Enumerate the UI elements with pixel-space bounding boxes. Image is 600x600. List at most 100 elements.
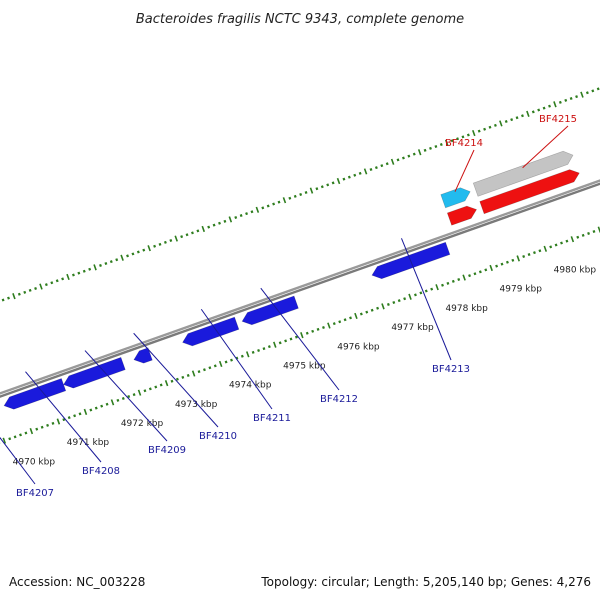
inner-tick bbox=[451, 279, 455, 283]
outer-tick bbox=[201, 225, 206, 233]
outer-tick bbox=[126, 254, 129, 258]
inner-tick bbox=[267, 345, 271, 349]
gene-label-bf4210[interactable]: BF4210 bbox=[199, 431, 237, 442]
inner-tick bbox=[587, 231, 591, 235]
outer-tick bbox=[55, 279, 59, 283]
gene-leader-line bbox=[25, 371, 102, 463]
inner-tick bbox=[218, 360, 223, 368]
outer-tick bbox=[439, 143, 443, 147]
outer-tick bbox=[417, 149, 422, 156]
outer-tick bbox=[585, 91, 589, 95]
outer-tick bbox=[99, 263, 102, 267]
outer-tick bbox=[385, 162, 389, 166]
outer-tick bbox=[315, 187, 319, 191]
outer-tick bbox=[412, 152, 416, 156]
outer-tick bbox=[331, 181, 335, 185]
genome-backbone bbox=[0, 179, 600, 398]
scale-label: 4971 kbp bbox=[67, 438, 110, 448]
inner-tick-track bbox=[0, 226, 600, 444]
inner-tick bbox=[430, 287, 434, 291]
inner-tick bbox=[527, 253, 531, 257]
gene-bf4209[interactable] bbox=[63, 357, 126, 389]
inner-tick bbox=[8, 437, 12, 441]
inner-tick bbox=[592, 230, 596, 234]
gene-leader-line bbox=[0, 436, 36, 485]
inner-tick bbox=[62, 418, 66, 422]
feature-2[interactable] bbox=[472, 150, 574, 197]
inner-tick bbox=[257, 349, 260, 352]
inner-tick bbox=[213, 364, 217, 368]
inner-tick bbox=[505, 260, 509, 264]
inner-tick bbox=[2, 437, 7, 444]
gene-bf4208[interactable] bbox=[3, 378, 67, 410]
inner-tick bbox=[478, 270, 482, 274]
outer-tick bbox=[28, 288, 32, 292]
outer-tick bbox=[526, 110, 530, 117]
outer-tick bbox=[261, 206, 265, 210]
inner-tick bbox=[164, 380, 169, 387]
backbone-line bbox=[0, 182, 600, 398]
scale-label: 4979 kbp bbox=[500, 285, 543, 295]
outer-tick bbox=[120, 254, 124, 261]
feature-1[interactable] bbox=[440, 187, 471, 209]
inner-tick bbox=[354, 312, 358, 320]
inner-tick bbox=[40, 425, 44, 429]
gene-bf4210[interactable] bbox=[133, 347, 153, 364]
gene-label-bf4214[interactable]: BF4214 bbox=[445, 138, 483, 149]
inner-tick bbox=[289, 337, 293, 341]
inner-tick bbox=[305, 331, 309, 335]
inner-tick bbox=[462, 274, 466, 281]
inner-tick bbox=[203, 368, 206, 372]
outer-tick bbox=[169, 239, 173, 243]
outer-tick bbox=[320, 185, 324, 189]
inner-tick bbox=[435, 284, 439, 291]
gene-leader-line bbox=[454, 149, 475, 192]
outer-tick bbox=[429, 146, 432, 150]
outer-tick bbox=[136, 250, 140, 254]
inner-tick bbox=[73, 414, 77, 418]
outer-tick bbox=[553, 101, 557, 108]
inner-tick bbox=[170, 379, 174, 383]
outer-tick bbox=[537, 108, 541, 112]
outer-tick bbox=[591, 89, 595, 93]
gene-bf4214[interactable] bbox=[446, 205, 477, 226]
inner-tick bbox=[175, 377, 179, 381]
outer-tick bbox=[77, 271, 81, 275]
inner-tick bbox=[29, 428, 34, 435]
scale-label: 4970 kbp bbox=[13, 457, 56, 467]
inner-tick bbox=[294, 335, 298, 339]
gene-label-bf4213[interactable]: BF4213 bbox=[432, 364, 470, 375]
inner-tick bbox=[522, 254, 526, 258]
inner-tick bbox=[143, 389, 147, 393]
inner-tick bbox=[35, 427, 39, 431]
outer-tick bbox=[504, 120, 508, 124]
outer-tick bbox=[326, 183, 330, 187]
inner-tick bbox=[500, 262, 504, 266]
outer-tick bbox=[304, 191, 308, 195]
gene-label-bf4211[interactable]: BF4211 bbox=[253, 413, 291, 424]
gene-label-bf4215[interactable]: BF4215 bbox=[539, 114, 577, 125]
outer-tick bbox=[1, 298, 5, 302]
gene-leader-line bbox=[522, 125, 569, 169]
outer-tick bbox=[466, 133, 470, 137]
gene-label-bf4209[interactable]: BF4209 bbox=[148, 445, 186, 456]
outer-tick bbox=[93, 264, 97, 271]
inner-tick bbox=[338, 320, 342, 324]
gene-label-bf4207[interactable]: BF4207 bbox=[16, 488, 54, 499]
gene-bf4212[interactable] bbox=[241, 295, 299, 326]
gene-label-bf4212[interactable]: BF4212 bbox=[320, 394, 358, 405]
outer-tick bbox=[299, 192, 303, 196]
inner-tick bbox=[495, 264, 499, 268]
gene-bf4215[interactable] bbox=[479, 169, 580, 215]
gene-bf4211[interactable] bbox=[182, 316, 240, 347]
scale-labels: 4970 kbp 4971 kbp 4972 kbp 4973 kbp 4974 kbp… bbox=[13, 266, 597, 468]
outer-tick bbox=[109, 260, 113, 264]
inner-tick bbox=[100, 404, 104, 408]
outer-tick bbox=[521, 114, 524, 118]
inner-tick bbox=[235, 356, 239, 360]
outer-tick bbox=[207, 225, 211, 229]
inner-tick bbox=[181, 375, 185, 379]
outer-tick bbox=[347, 175, 351, 179]
gene-label-bf4208[interactable]: BF4208 bbox=[82, 466, 120, 477]
outer-tick bbox=[44, 283, 48, 287]
